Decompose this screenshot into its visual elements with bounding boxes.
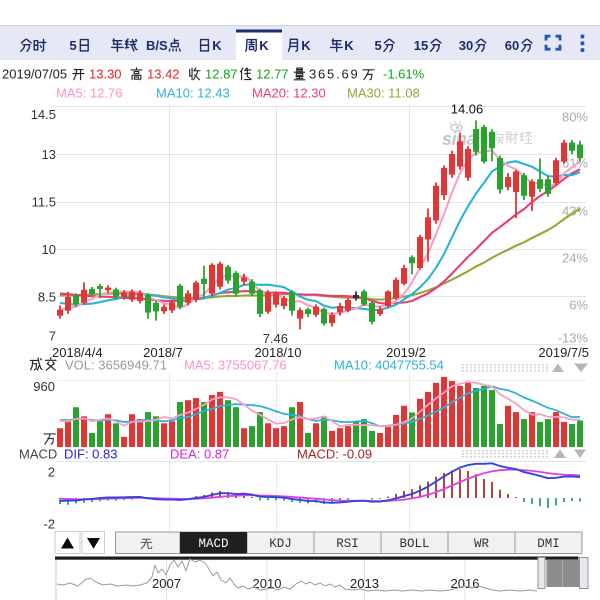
svg-text:MACD: MACD [19, 447, 57, 462]
svg-text:MA30: 11.08: MA30: 11.08 [347, 86, 420, 101]
svg-text:13.30: 13.30 [89, 67, 122, 82]
svg-text:5: 5 [375, 38, 382, 53]
svg-text:60: 60 [505, 38, 519, 53]
svg-text:MA10: 12.43: MA10: 12.43 [156, 86, 230, 101]
svg-text:10: 10 [42, 242, 56, 257]
svg-text:11.5: 11.5 [32, 195, 56, 210]
svg-text:2007: 2007 [152, 576, 181, 591]
svg-text:13: 13 [42, 147, 56, 162]
svg-text:2018/7: 2018/7 [143, 345, 183, 360]
svg-text:24%: 24% [562, 251, 588, 266]
svg-text:MACD: -0.09: MACD: -0.09 [297, 447, 372, 462]
svg-text:DEA: 0.87: DEA: 0.87 [170, 447, 229, 462]
svg-text:B/S: B/S [146, 38, 168, 53]
svg-text:2019/7/5: 2019/7/5 [538, 345, 589, 360]
svg-text:-1.61%: -1.61% [383, 67, 425, 82]
svg-text:VOL: 3656949.71: VOL: 3656949.71 [65, 358, 167, 373]
svg-text:MA5: 12.76: MA5: 12.76 [56, 86, 123, 101]
svg-text:5: 5 [70, 38, 77, 53]
svg-text:K: K [344, 38, 354, 53]
svg-text:2018/4/4: 2018/4/4 [52, 345, 103, 360]
svg-text:12.77: 12.77 [256, 67, 289, 82]
svg-text:RSI: RSI [336, 537, 359, 551]
svg-text:MA20: 12.30: MA20: 12.30 [252, 86, 326, 101]
svg-text:30: 30 [459, 38, 473, 53]
svg-text:BOLL: BOLL [399, 537, 429, 551]
svg-text:MACD: MACD [198, 537, 228, 551]
svg-text:2: 2 [48, 465, 55, 480]
svg-text:2013: 2013 [350, 576, 379, 591]
svg-text:2016: 2016 [451, 576, 480, 591]
svg-text:WR: WR [474, 537, 490, 551]
svg-text:12.87: 12.87 [205, 67, 238, 82]
svg-text:2018/10: 2018/10 [255, 345, 302, 360]
svg-text:15: 15 [414, 38, 428, 53]
svg-text:2019/2: 2019/2 [386, 345, 426, 360]
svg-text:365.69: 365.69 [309, 67, 360, 82]
svg-text:K: K [301, 38, 311, 53]
svg-text:DMI: DMI [537, 537, 560, 551]
svg-text:-2: -2 [43, 517, 55, 532]
svg-text:14.06: 14.06 [451, 102, 484, 117]
svg-text:DIF: 0.83: DIF: 0.83 [64, 447, 117, 462]
svg-text:80%: 80% [562, 110, 588, 125]
svg-text:7.46: 7.46 [263, 331, 288, 346]
svg-text:7: 7 [49, 329, 56, 344]
svg-text:MA5: 3755067.76: MA5: 3755067.76 [184, 358, 287, 373]
svg-text:KDJ: KDJ [269, 537, 292, 551]
svg-text:2019/07/05: 2019/07/05 [2, 67, 67, 82]
svg-text:MA10: 4047755.54: MA10: 4047755.54 [334, 358, 444, 373]
svg-text:K: K [212, 38, 222, 53]
svg-text:960: 960 [33, 379, 55, 394]
svg-text:6%: 6% [569, 298, 588, 313]
svg-text:13.42: 13.42 [147, 67, 180, 82]
svg-text:2010: 2010 [253, 576, 282, 591]
svg-text:-13%: -13% [558, 331, 589, 346]
svg-text:8.5: 8.5 [38, 290, 56, 305]
svg-text:61%: 61% [562, 156, 588, 171]
svg-text:14.5: 14.5 [31, 107, 56, 122]
svg-text:K: K [259, 38, 269, 53]
